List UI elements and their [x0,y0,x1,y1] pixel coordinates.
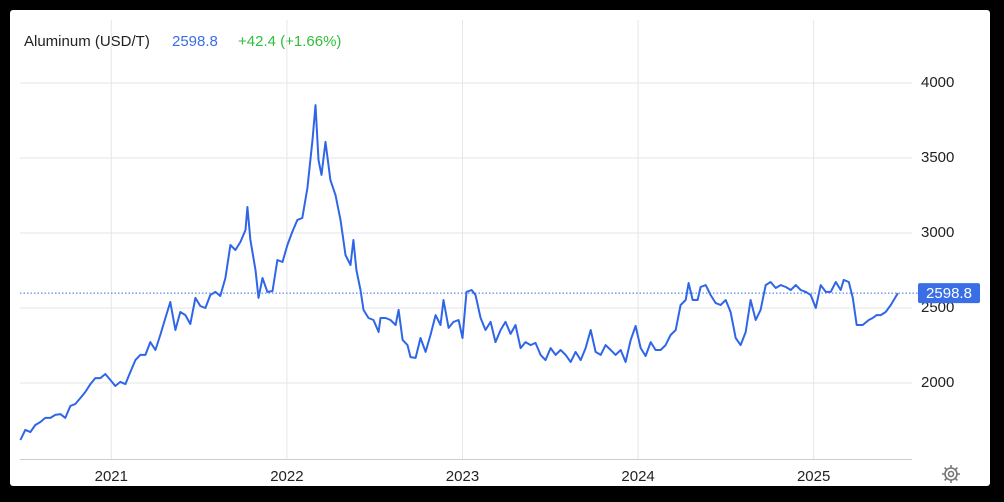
x-tick-label: 2021 [95,468,128,485]
y-tick-label: 4000 [921,74,954,91]
panel [10,10,990,486]
y-tick-label: 2000 [921,374,954,391]
y-tick-label: 3000 [921,224,954,241]
chart-title: Aluminum (USD/T) [24,33,150,50]
x-tick-label: 2025 [797,468,830,485]
settings-icon[interactable] [942,465,960,483]
x-tick-label: 2022 [270,468,303,485]
x-tick-label: 2024 [621,468,654,485]
last-price-box [918,283,980,304]
header-price: 2598.8 [172,33,218,50]
y-tick-label: 2500 [921,299,954,316]
y-tick-label: 3500 [921,149,954,166]
x-tick-label: 2023 [446,468,479,485]
price-line [19,104,899,441]
header-change: +42.4 (+1.66%) [238,33,341,50]
last-price-label: 2598.8 [926,285,972,302]
